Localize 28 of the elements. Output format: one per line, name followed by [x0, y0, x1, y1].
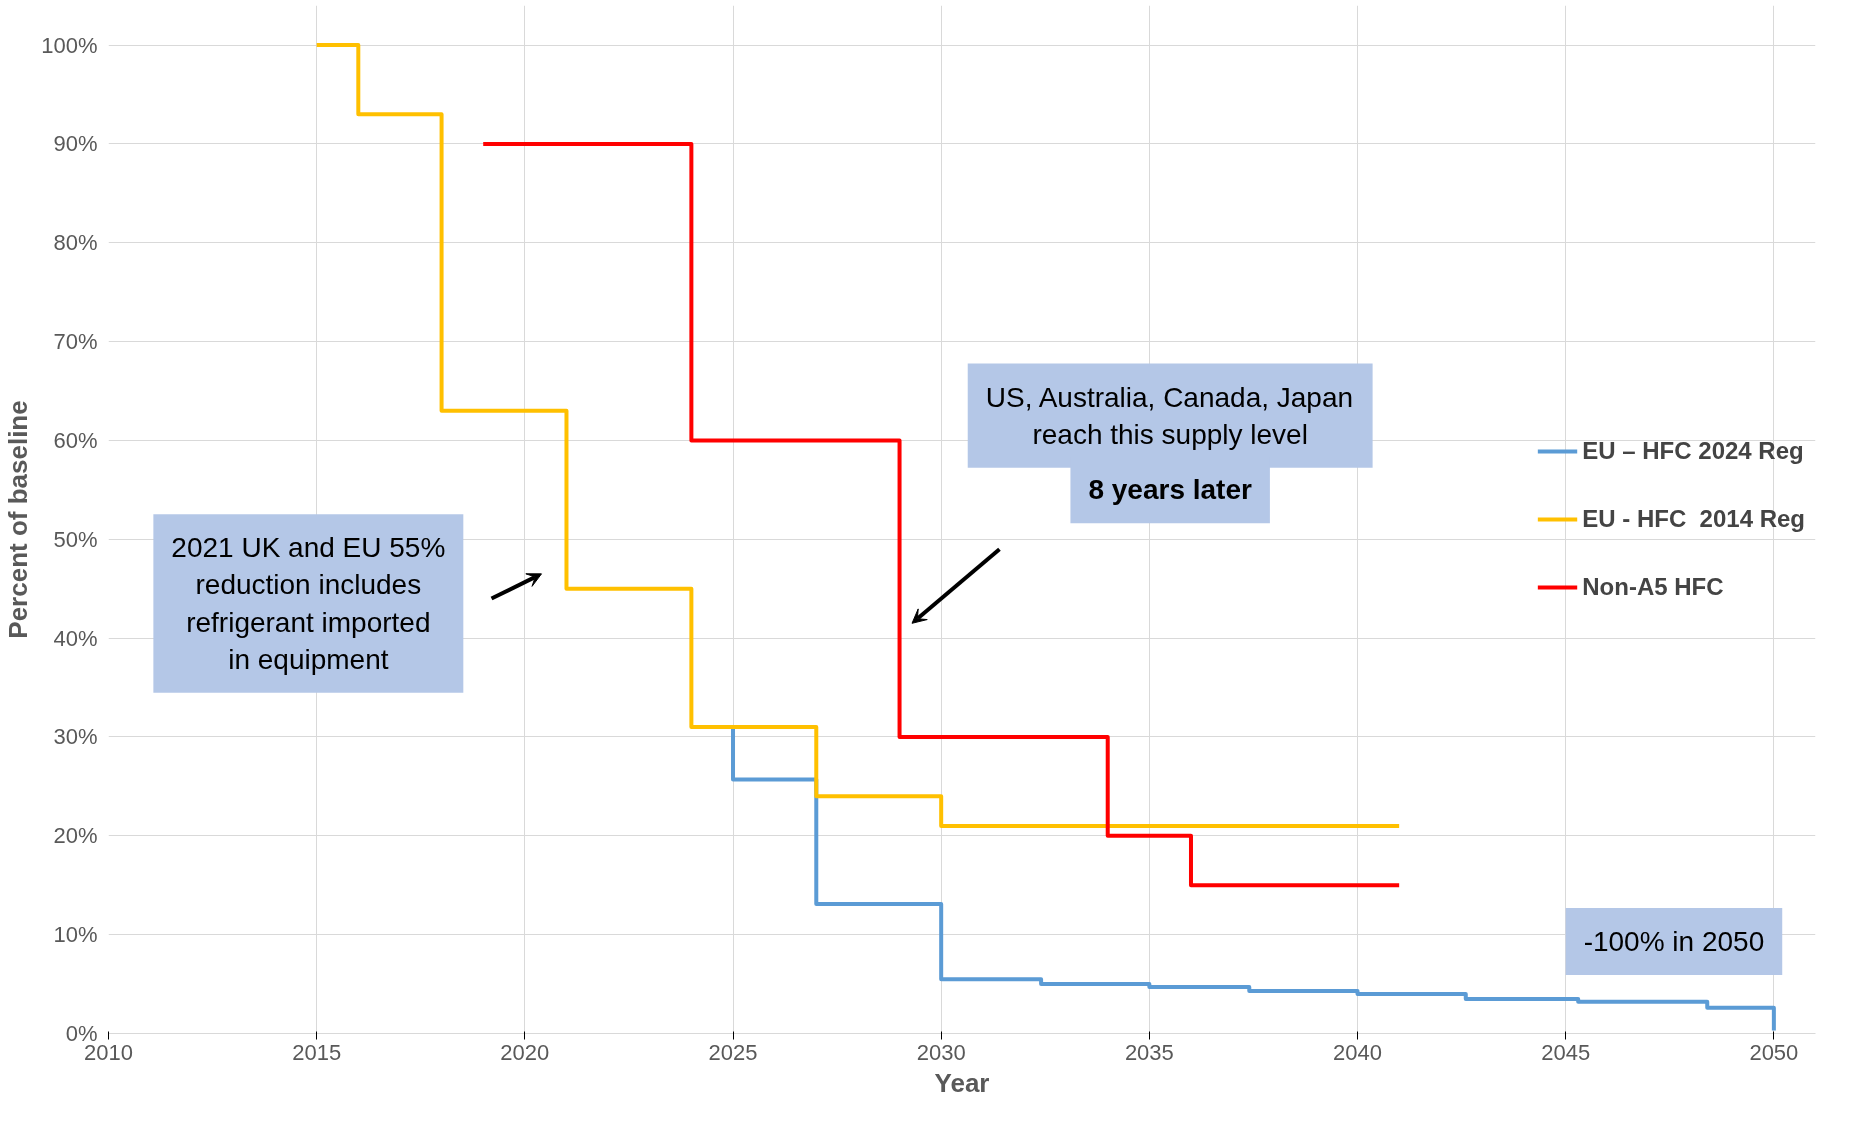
y-tick-label: 0% — [65, 1021, 98, 1046]
x-tick-label: 2035 — [1124, 1039, 1174, 1065]
y-tick-label: 70% — [53, 329, 98, 355]
x-tick-label: 2045 — [1541, 1039, 1591, 1065]
y-tick-label: 50% — [53, 526, 98, 552]
annotation: US, Australia, Canada, Japan reach this supply level — [985, 381, 1354, 450]
y-tick-label: 90% — [53, 131, 98, 157]
legend-label: Non-A5 HFC — [1582, 573, 1724, 601]
y-tick-label: 40% — [53, 625, 98, 651]
y-tick-label: 30% — [53, 724, 98, 750]
y-tick-label: 20% — [53, 823, 98, 849]
y-tick-label: 80% — [53, 230, 98, 256]
x-axis-title: Year — [934, 1067, 990, 1098]
y-tick-label: 60% — [53, 427, 98, 453]
x-tick-label: 2050 — [1749, 1039, 1799, 1065]
x-tick-label: 2025 — [708, 1039, 758, 1065]
y-axis-title: Percent of baseline — [3, 400, 34, 639]
y-tick-label: 100% — [41, 32, 98, 58]
y-tick-label: 10% — [53, 922, 98, 948]
x-tick-label: 2020 — [500, 1039, 550, 1065]
x-tick-label: 2040 — [1333, 1039, 1383, 1065]
legend-label: EU - HFC 2014 Reg — [1582, 505, 1805, 533]
x-tick-label: 2030 — [916, 1039, 966, 1065]
x-tick-label: 2015 — [292, 1039, 342, 1065]
annotation: 8 years later — [1088, 474, 1252, 506]
annotation: -100% in 2050 — [1583, 926, 1765, 958]
annotation: 2021 UK and EU 55% reduction includes refrigerant imported in equipment — [171, 532, 446, 675]
legend-label: EU – HFC 2024 Reg — [1582, 437, 1804, 465]
